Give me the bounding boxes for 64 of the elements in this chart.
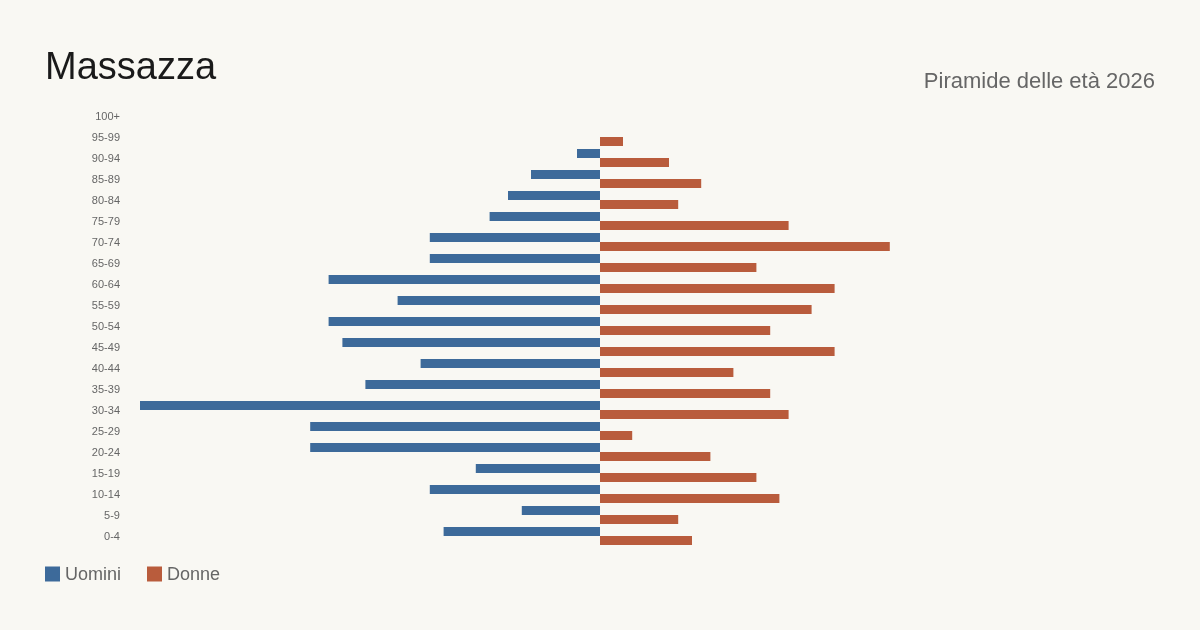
y-tick-label: 70-74	[91, 236, 120, 248]
bar	[600, 347, 835, 356]
bar	[420, 359, 600, 368]
y-tick-label: 35-39	[91, 383, 120, 395]
y-tick-label: 15-19	[91, 467, 120, 479]
y-tick-label: 65-69	[91, 257, 120, 269]
bar	[600, 158, 669, 167]
y-tick-label: 20-24	[91, 446, 120, 458]
bar	[600, 137, 623, 146]
y-tick-label: 0-4	[104, 530, 120, 542]
bar	[365, 380, 600, 389]
bar	[429, 254, 600, 263]
y-tick-label: 30-34	[91, 404, 120, 416]
bar	[600, 305, 812, 314]
bar	[600, 326, 771, 335]
y-tick-label: 100+	[95, 110, 120, 122]
bar	[489, 212, 600, 221]
bar	[310, 422, 600, 431]
bar	[600, 200, 679, 209]
y-tick-label: 40-44	[91, 362, 120, 374]
y-tick-label: 25-29	[91, 425, 120, 437]
y-tick-label: 75-79	[91, 215, 120, 227]
bar	[310, 443, 600, 452]
y-tick-label: 60-64	[91, 278, 120, 290]
y-tick-label: 95-99	[91, 131, 120, 143]
bar	[600, 221, 789, 230]
y-tick-label: 45-49	[91, 341, 120, 353]
bar	[508, 191, 600, 200]
y-tick-label: 55-59	[91, 299, 120, 311]
bar	[577, 149, 600, 158]
bar	[600, 431, 633, 440]
bar	[600, 473, 757, 482]
bar	[475, 464, 600, 473]
bar	[429, 233, 600, 242]
y-tick-label: 5-9	[104, 509, 120, 521]
bar	[600, 515, 679, 524]
y-tick-label: 80-84	[91, 194, 120, 206]
legend-label: Uomini	[65, 564, 122, 584]
bar	[521, 506, 600, 515]
legend-label: Donne	[167, 564, 221, 584]
chart-title: Massazza	[45, 45, 217, 87]
bar	[342, 338, 600, 347]
bar	[429, 485, 600, 494]
bar	[600, 242, 890, 251]
bar	[600, 494, 780, 503]
bar	[328, 275, 600, 284]
bar	[443, 527, 600, 536]
bar	[600, 368, 734, 377]
y-tick-label: 85-89	[91, 173, 120, 185]
bar	[600, 536, 692, 545]
bar	[397, 296, 600, 305]
bar	[140, 401, 600, 410]
bar	[600, 284, 835, 293]
text: Piramide delle età 2026	[923, 67, 1156, 93]
y-tick-label: 10-14	[91, 488, 120, 500]
bar	[600, 389, 771, 398]
y-tick-label: 90-94	[91, 152, 120, 164]
bar	[600, 179, 702, 188]
bar	[531, 170, 600, 179]
bar	[600, 410, 789, 419]
bar	[328, 317, 600, 326]
y-tick-label: 50-54	[91, 320, 120, 332]
bar	[600, 263, 757, 272]
bar	[600, 452, 711, 461]
